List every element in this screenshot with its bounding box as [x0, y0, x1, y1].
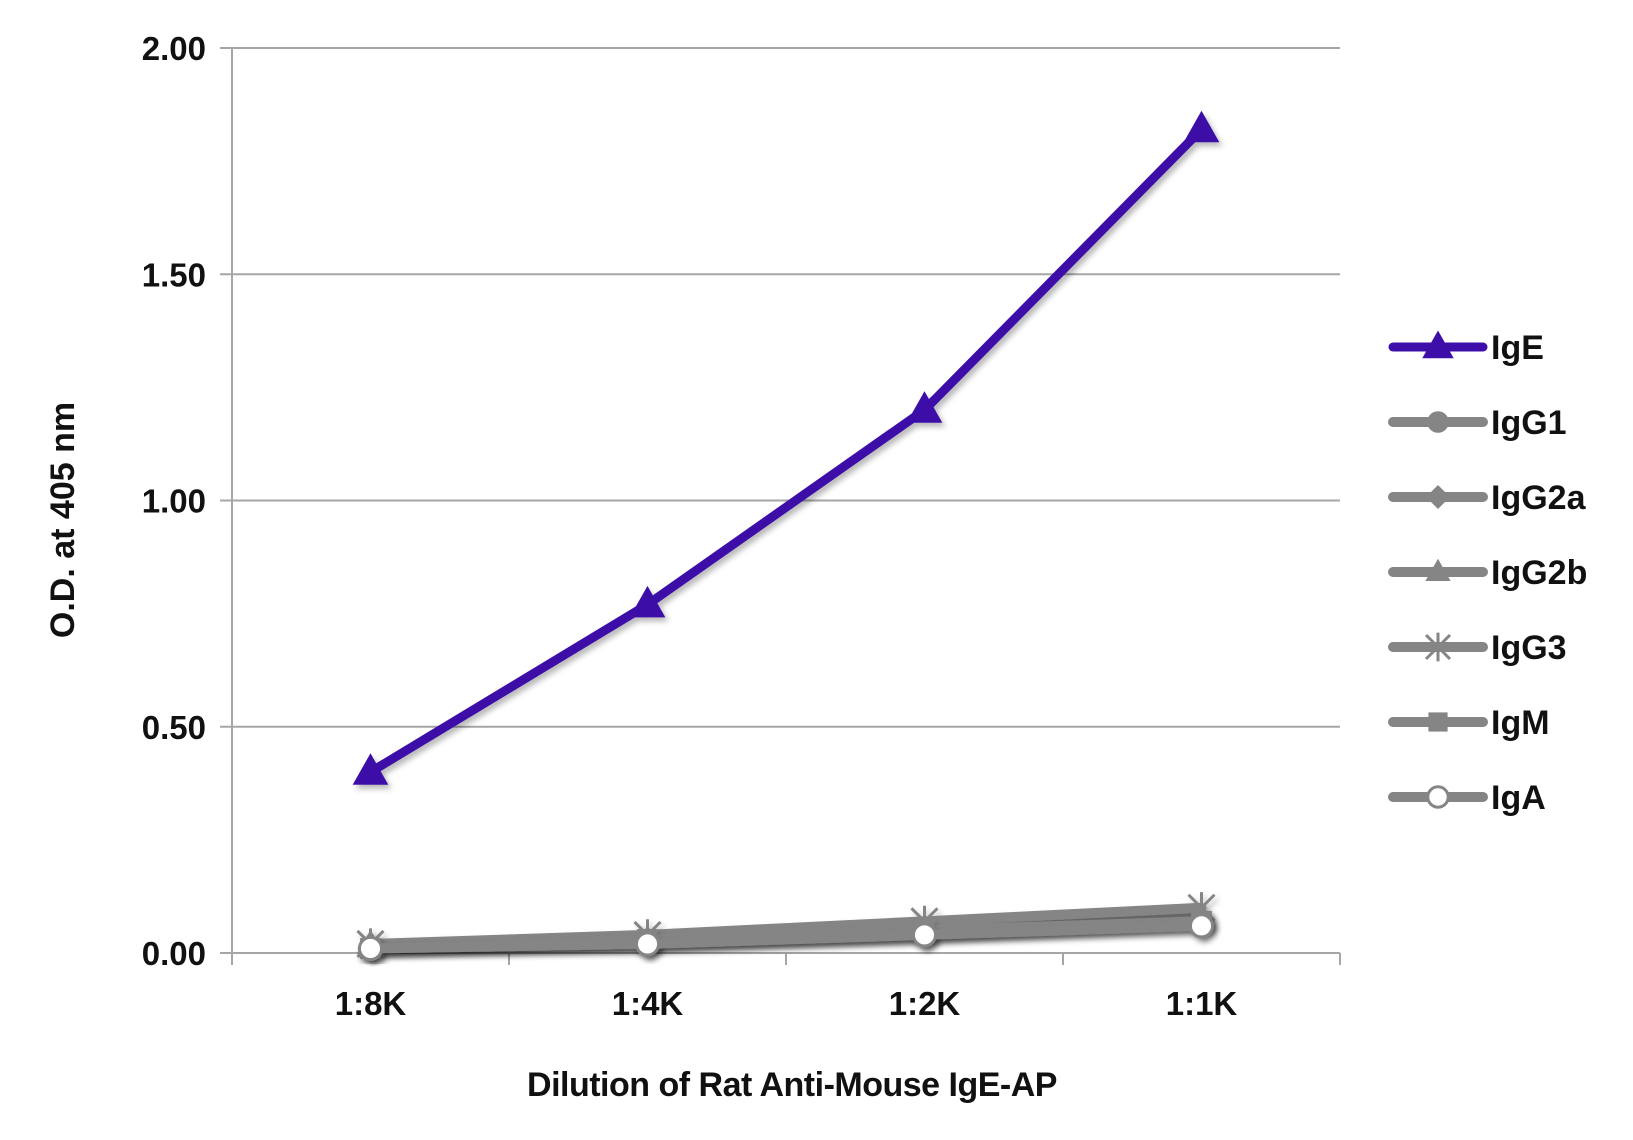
gridlines [220, 47, 1340, 954]
legend-marker [1425, 558, 1451, 581]
legend-marker [1426, 485, 1450, 509]
x-tick-label: 1:1K [1166, 985, 1238, 1022]
legend-marker [1428, 712, 1448, 732]
legend-item-igm: IgM [1388, 704, 1550, 742]
legend-marker [1426, 785, 1450, 809]
legend-label: IgM [1491, 704, 1550, 742]
legend: IgE IgG1 IgG2a IgG2b IgG3 IgM IgA [1388, 329, 1587, 817]
legend-item-igg1: IgG1 [1388, 404, 1567, 442]
series-lines [352, 110, 1220, 962]
y-tick-label: 2.00 [142, 30, 206, 67]
legend-marker [1422, 330, 1454, 359]
legend-label: IgG2b [1491, 554, 1587, 592]
legend-label: IgG3 [1491, 629, 1567, 667]
legend-item-igg2b: IgG2b [1388, 554, 1587, 592]
x-axis-title: Dilution of Rat Anti-Mouse IgE-AP [527, 1066, 1057, 1104]
data-point [1183, 110, 1220, 143]
data-point [629, 585, 666, 618]
legend-marker [1424, 632, 1452, 662]
x-tick-label: 1:4K [612, 985, 684, 1022]
legend-label: IgE [1491, 329, 1544, 367]
data-point [1188, 913, 1215, 939]
data-point [911, 922, 938, 948]
legend-marker [1427, 411, 1449, 433]
series-line [366, 124, 1206, 777]
legend-label: IgA [1491, 779, 1546, 817]
y-tick-label: 1.50 [142, 256, 206, 293]
data-point [352, 753, 389, 785]
series-ige [352, 110, 1220, 785]
legend-item-ige: IgE [1388, 329, 1544, 367]
x-tick-label: 1:8K [335, 985, 407, 1022]
legend-label: IgG2a [1491, 479, 1587, 517]
series-iga [357, 913, 1215, 962]
legend-label: IgG1 [1491, 404, 1567, 442]
y-tick-label: 0.00 [142, 935, 206, 972]
y-tick-label: 0.50 [142, 709, 206, 746]
y-tick-label: 1.00 [142, 483, 206, 520]
legend-item-igg3: IgG3 [1388, 629, 1567, 667]
legend-item-iga: IgA [1388, 779, 1546, 817]
series-line [365, 920, 1207, 954]
data-point [634, 931, 661, 957]
y-axis-title: O.D. at 405 nm [44, 402, 82, 638]
legend-item-igg2a: IgG2a [1388, 479, 1587, 517]
data-point [357, 935, 384, 962]
x-tick-label: 1:2K [889, 985, 961, 1022]
data-point [906, 391, 943, 423]
axes: 0.00 0.50 1.00 1.50 2.00 1:8K 1:4K 1:2K 1:1K [142, 30, 1341, 1022]
